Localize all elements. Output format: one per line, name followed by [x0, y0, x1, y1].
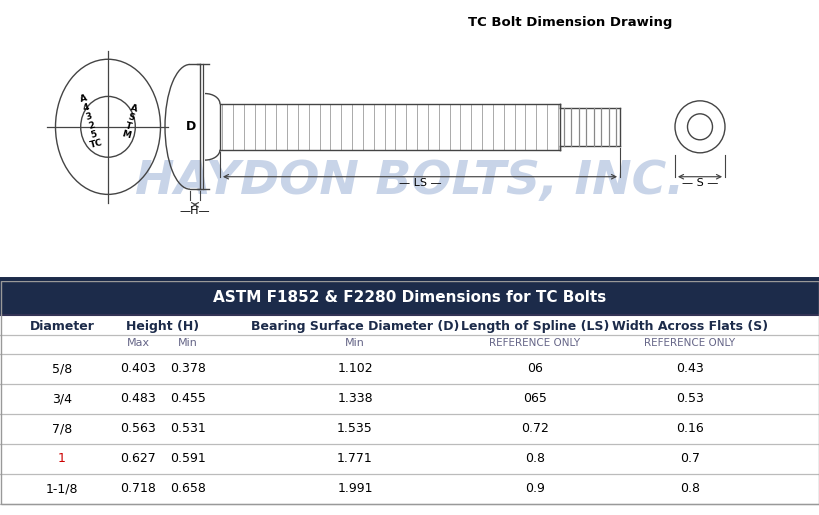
Text: 06: 06: [527, 362, 542, 375]
Text: A
4
3
2
5
TC: A 4 3 2 5 TC: [76, 93, 103, 150]
Text: 0.7: 0.7: [679, 452, 699, 466]
Text: 0.455: 0.455: [170, 392, 206, 405]
Text: 0.658: 0.658: [170, 483, 206, 495]
Text: 0.403: 0.403: [120, 362, 156, 375]
Text: 0.591: 0.591: [170, 452, 206, 466]
Text: 1: 1: [58, 452, 66, 466]
Text: 3/4: 3/4: [52, 392, 72, 405]
Text: — S —: — S —: [681, 178, 717, 188]
Text: ASTM F1852 & F2280 Dimensions for TC Bolts: ASTM F1852 & F2280 Dimensions for TC Bol…: [213, 290, 606, 305]
Text: 1.535: 1.535: [337, 422, 373, 435]
Text: 0.378: 0.378: [170, 362, 206, 375]
Text: 0.563: 0.563: [120, 422, 156, 435]
Text: 0.72: 0.72: [520, 422, 548, 435]
Text: Width Across Flats (S): Width Across Flats (S): [611, 320, 767, 333]
Text: REFERENCE ONLY: REFERENCE ONLY: [489, 338, 580, 348]
Text: — LS —: — LS —: [398, 178, 441, 188]
Text: 0.8: 0.8: [524, 452, 545, 466]
Text: REFERENCE ONLY: REFERENCE ONLY: [644, 338, 735, 348]
Text: TC Bolt Dimension Drawing: TC Bolt Dimension Drawing: [468, 16, 672, 29]
Text: Height (H): Height (H): [126, 320, 199, 333]
Text: 0.531: 0.531: [170, 422, 206, 435]
Text: Max: Max: [126, 338, 149, 348]
Text: HAYDON BOLTS, INC.: HAYDON BOLTS, INC.: [135, 160, 684, 204]
Text: Diameter: Diameter: [29, 320, 94, 333]
Text: 1.771: 1.771: [337, 452, 373, 466]
Bar: [0, 281, 819, 314]
Text: 1.102: 1.102: [337, 362, 373, 375]
Text: 0.8: 0.8: [679, 483, 699, 495]
Text: 0.16: 0.16: [676, 422, 703, 435]
Text: —H—: —H—: [179, 206, 210, 216]
Text: D: D: [186, 121, 196, 133]
Text: 1.338: 1.338: [337, 392, 373, 405]
Text: 065: 065: [523, 392, 546, 405]
Text: 0.483: 0.483: [120, 392, 156, 405]
Text: 5/8: 5/8: [52, 362, 72, 375]
Text: Bearing Surface Diameter (D): Bearing Surface Diameter (D): [251, 320, 459, 333]
Text: 7/8: 7/8: [52, 422, 72, 435]
Text: Length of Spline (LS): Length of Spline (LS): [460, 320, 609, 333]
Text: 0.9: 0.9: [524, 483, 545, 495]
Text: 0.627: 0.627: [120, 452, 156, 466]
Text: Min: Min: [178, 338, 197, 348]
Text: 1-1/8: 1-1/8: [46, 483, 78, 495]
Text: Min: Min: [345, 338, 364, 348]
Text: 0.53: 0.53: [675, 392, 703, 405]
Text: A
S
T
M: A S T M: [120, 102, 139, 141]
Text: 0.718: 0.718: [120, 483, 156, 495]
Text: 1.991: 1.991: [337, 483, 373, 495]
Text: 0.43: 0.43: [676, 362, 703, 375]
